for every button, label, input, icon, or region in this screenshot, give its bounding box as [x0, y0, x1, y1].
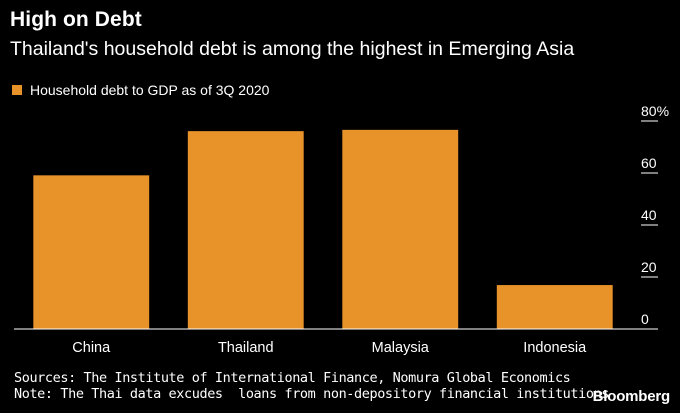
bar-malaysia [342, 129, 459, 329]
footnotes: Sources: The Institute of International … [14, 370, 609, 402]
y-tick-label: 60 [641, 155, 657, 171]
y-tick-label: 0 [641, 311, 649, 327]
legend: Household debt to GDP as of 3Q 2020 [12, 82, 269, 98]
bar-indonesia [496, 285, 613, 329]
legend-label: Household debt to GDP as of 3Q 2020 [30, 82, 270, 98]
x-tick-label: Thailand [218, 340, 274, 356]
chart-subtitle: Thailand's household debt is among the h… [10, 38, 575, 60]
bar-thailand [187, 131, 304, 329]
y-tick-label: 40 [641, 207, 657, 223]
x-tick-label: China [72, 340, 111, 356]
chart-title: High on Debt [10, 8, 142, 31]
data-note: Note: The Thai data excudes loans from n… [14, 386, 610, 402]
x-tick-label: Malaysia [372, 340, 430, 356]
bar-china [33, 175, 150, 329]
bloomberg-logo: Bloomberg [592, 388, 671, 405]
x-tick-label: Indonesia [523, 340, 587, 356]
y-tick-label: 20 [641, 259, 657, 275]
source-note: Sources: The Institute of International … [14, 370, 571, 386]
legend-swatch [12, 85, 22, 95]
y-tick-label: 80% [641, 103, 669, 119]
